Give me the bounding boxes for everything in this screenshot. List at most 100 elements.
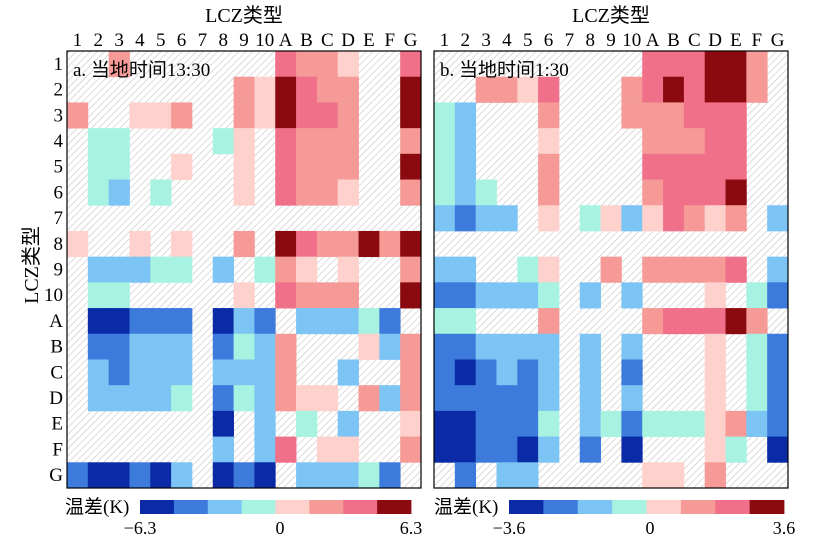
panel-b-cell-D-5 bbox=[517, 385, 539, 412]
panel-b-cell-F-E bbox=[725, 436, 747, 463]
y-tick-3: 3 bbox=[54, 105, 64, 126]
panel-a-cell-F-A bbox=[275, 436, 297, 463]
panel-b-cell-E-10 bbox=[621, 410, 643, 437]
panel-a-cell-2-B bbox=[296, 76, 318, 103]
panel-b-colorbar-swatch-8 bbox=[749, 500, 785, 514]
panel-a-cell-D-4 bbox=[129, 385, 151, 412]
panel-b-cell-7-3 bbox=[475, 205, 497, 232]
panel-b-cell-E-C bbox=[683, 410, 706, 437]
panel-a-cell-9-5 bbox=[150, 256, 172, 283]
y-tick-8: 8 bbox=[54, 234, 64, 255]
panel-a-cell-5-2 bbox=[87, 153, 110, 180]
panel-b-cell-G-A bbox=[642, 462, 664, 489]
y-tick-A: A bbox=[49, 311, 63, 332]
panel-b-cell-C-F bbox=[746, 359, 768, 386]
panel-a-cell-3-D bbox=[337, 102, 359, 129]
panel-b-cell-7-8 bbox=[579, 205, 601, 232]
panel-a-x-tick-E: E bbox=[363, 30, 375, 51]
panel-b-cell-10-5 bbox=[517, 282, 539, 309]
panel-a-x-tick-10: 10 bbox=[255, 30, 274, 51]
panel-b-cell-2-F bbox=[746, 76, 768, 103]
panel-a-cell-2-9 bbox=[233, 76, 255, 103]
panel-b-x-tick-7: 7 bbox=[565, 30, 575, 51]
panel-b-cell-D-1 bbox=[434, 385, 456, 412]
panel-b-cell-10-8 bbox=[579, 282, 601, 309]
panel-b-cell-6-6 bbox=[538, 179, 560, 206]
panel-b-cell-3-D bbox=[704, 102, 726, 129]
panel-a-cell-5-3 bbox=[108, 153, 130, 180]
panel-b-cell-9-1 bbox=[434, 256, 456, 283]
panel-a-cell-8-E bbox=[358, 230, 380, 258]
panel-b-cell-5-6 bbox=[538, 153, 560, 180]
panel-b-cell-5-B bbox=[663, 153, 685, 180]
panel-a-cell-D-6 bbox=[171, 385, 193, 412]
panel-b-cell-D-3 bbox=[475, 385, 497, 412]
panel-a-cell-8-B bbox=[296, 230, 318, 258]
panel-a-cell-6-3 bbox=[108, 179, 130, 206]
panel-a-colorbar-swatch-8 bbox=[377, 500, 412, 514]
panel-a-cell-8-6 bbox=[171, 230, 193, 258]
panel-b-cell-7-2 bbox=[454, 205, 477, 232]
panel-a-cell-D-E bbox=[358, 385, 380, 412]
panel-a-annotation: a. 当地时间13:30 bbox=[73, 59, 210, 81]
panel-b-cell-2-D bbox=[704, 76, 726, 103]
panel-a-cell-9-G bbox=[400, 256, 422, 283]
panel-a-cell-9-B bbox=[296, 256, 318, 283]
panel-b-colorbar-label: 温差(K) bbox=[434, 496, 498, 518]
panel-a-cell-9-4 bbox=[129, 256, 151, 283]
panel-a-cell-D-2 bbox=[87, 385, 110, 412]
panel-a-cell-10-D bbox=[337, 282, 359, 309]
panel-b-cell-9-C bbox=[683, 256, 706, 283]
panel-b-cell-10-3 bbox=[475, 282, 497, 309]
panel-b-cell-E-A bbox=[642, 410, 664, 437]
panel-b-cell-9-5 bbox=[517, 256, 539, 283]
panel-a-cell-E-D bbox=[337, 410, 359, 437]
panel-b-colorbar-swatch-5 bbox=[646, 500, 682, 514]
panel-a-frame bbox=[66, 50, 422, 489]
panel-a-cell-8-A bbox=[275, 230, 297, 258]
panel-b-cell-4-2 bbox=[454, 128, 477, 155]
panel-b-cell-7-G bbox=[767, 205, 789, 232]
panel-a-cell-2-A bbox=[275, 76, 297, 103]
panel-a-cell-E-10 bbox=[254, 410, 276, 437]
panel-b-cell-C-5 bbox=[517, 359, 539, 386]
panel-a-cell-3-4 bbox=[129, 102, 151, 129]
panel-a-cell-9-10 bbox=[254, 256, 276, 283]
panel-a-cell-1-C bbox=[316, 51, 339, 78]
panel-b-cell-D-8 bbox=[579, 385, 601, 412]
y-tick-D: D bbox=[49, 388, 63, 409]
panel-a-cell-4-D bbox=[337, 128, 359, 155]
panel-a-cell-6-9 bbox=[233, 179, 255, 206]
panel-b-cell-3-E bbox=[725, 102, 747, 129]
panel-b-cell-4-6 bbox=[538, 128, 560, 155]
y-tick-10: 10 bbox=[44, 285, 63, 306]
panel-b-cell-E-9 bbox=[600, 410, 622, 437]
panel-a-cell-1-D bbox=[337, 51, 359, 78]
panel-a-cell-9-A bbox=[275, 256, 297, 283]
panel-a-cell-1-3 bbox=[108, 51, 130, 78]
panel-a-cell-8-9 bbox=[233, 230, 255, 258]
panel-b-cell-6-D bbox=[704, 179, 726, 206]
y-tick-G: G bbox=[49, 465, 63, 486]
panel-a-x-tick-8: 8 bbox=[218, 30, 228, 51]
panel-a-cell-3-B bbox=[296, 102, 318, 129]
panel-a-cell-B-3 bbox=[108, 333, 130, 360]
panel-b-cell-D-2 bbox=[454, 385, 477, 412]
panel-a-cell-C-8 bbox=[212, 359, 234, 386]
panel-a-cell-C-3 bbox=[108, 359, 130, 386]
panel-b-cell-4-1 bbox=[434, 128, 456, 155]
panel-b-cell-B-G bbox=[767, 333, 789, 360]
panel-a-cell-1-G bbox=[400, 51, 422, 78]
panel-b-cell-C-4 bbox=[496, 359, 518, 386]
panel-a-cell-3-G bbox=[400, 102, 422, 129]
panel-a-cell-D-8 bbox=[212, 385, 234, 412]
panel-a-cell-G-F bbox=[379, 462, 401, 489]
panel-b-cell-B-5 bbox=[517, 333, 539, 360]
panel-b-cell-6-C bbox=[683, 179, 706, 206]
panel-a-cell-4-2 bbox=[87, 128, 110, 155]
panel-b-cell-2-A bbox=[642, 76, 664, 103]
panel-a-cell-2-C bbox=[316, 76, 339, 103]
panel-a-cell-D-C bbox=[316, 385, 339, 412]
panel-a-colorbar-swatch-2 bbox=[173, 500, 209, 514]
